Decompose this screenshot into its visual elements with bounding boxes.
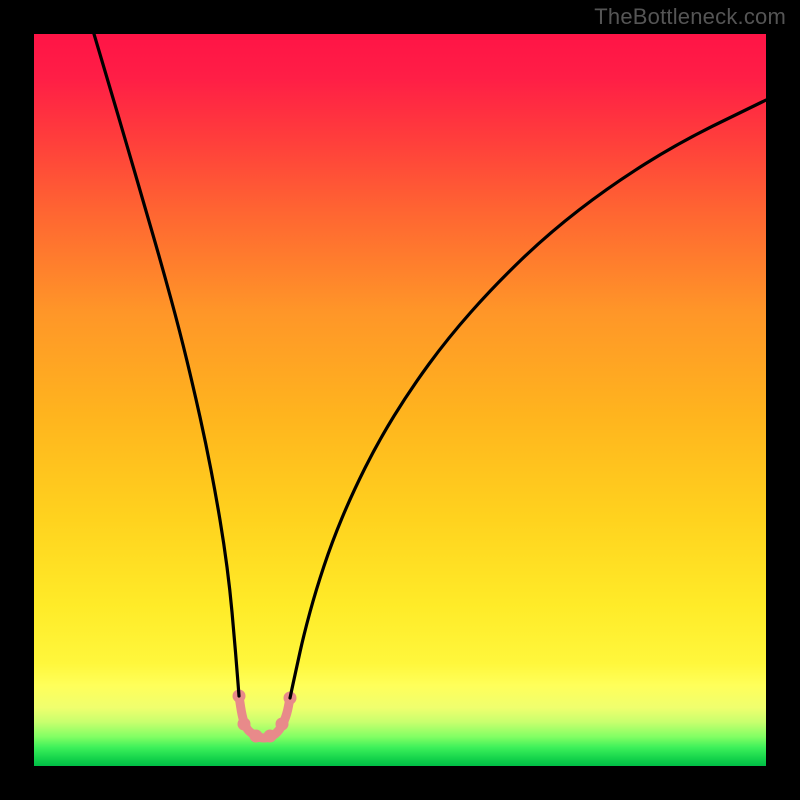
- chart-svg: [0, 0, 800, 800]
- valley-dot: [250, 730, 263, 743]
- valley-dot: [238, 718, 251, 731]
- stage: TheBottleneck.com: [0, 0, 800, 800]
- valley-dot: [276, 718, 289, 731]
- plot-background: [34, 34, 766, 766]
- valley-dot: [264, 730, 277, 743]
- watermark-text: TheBottleneck.com: [594, 4, 786, 30]
